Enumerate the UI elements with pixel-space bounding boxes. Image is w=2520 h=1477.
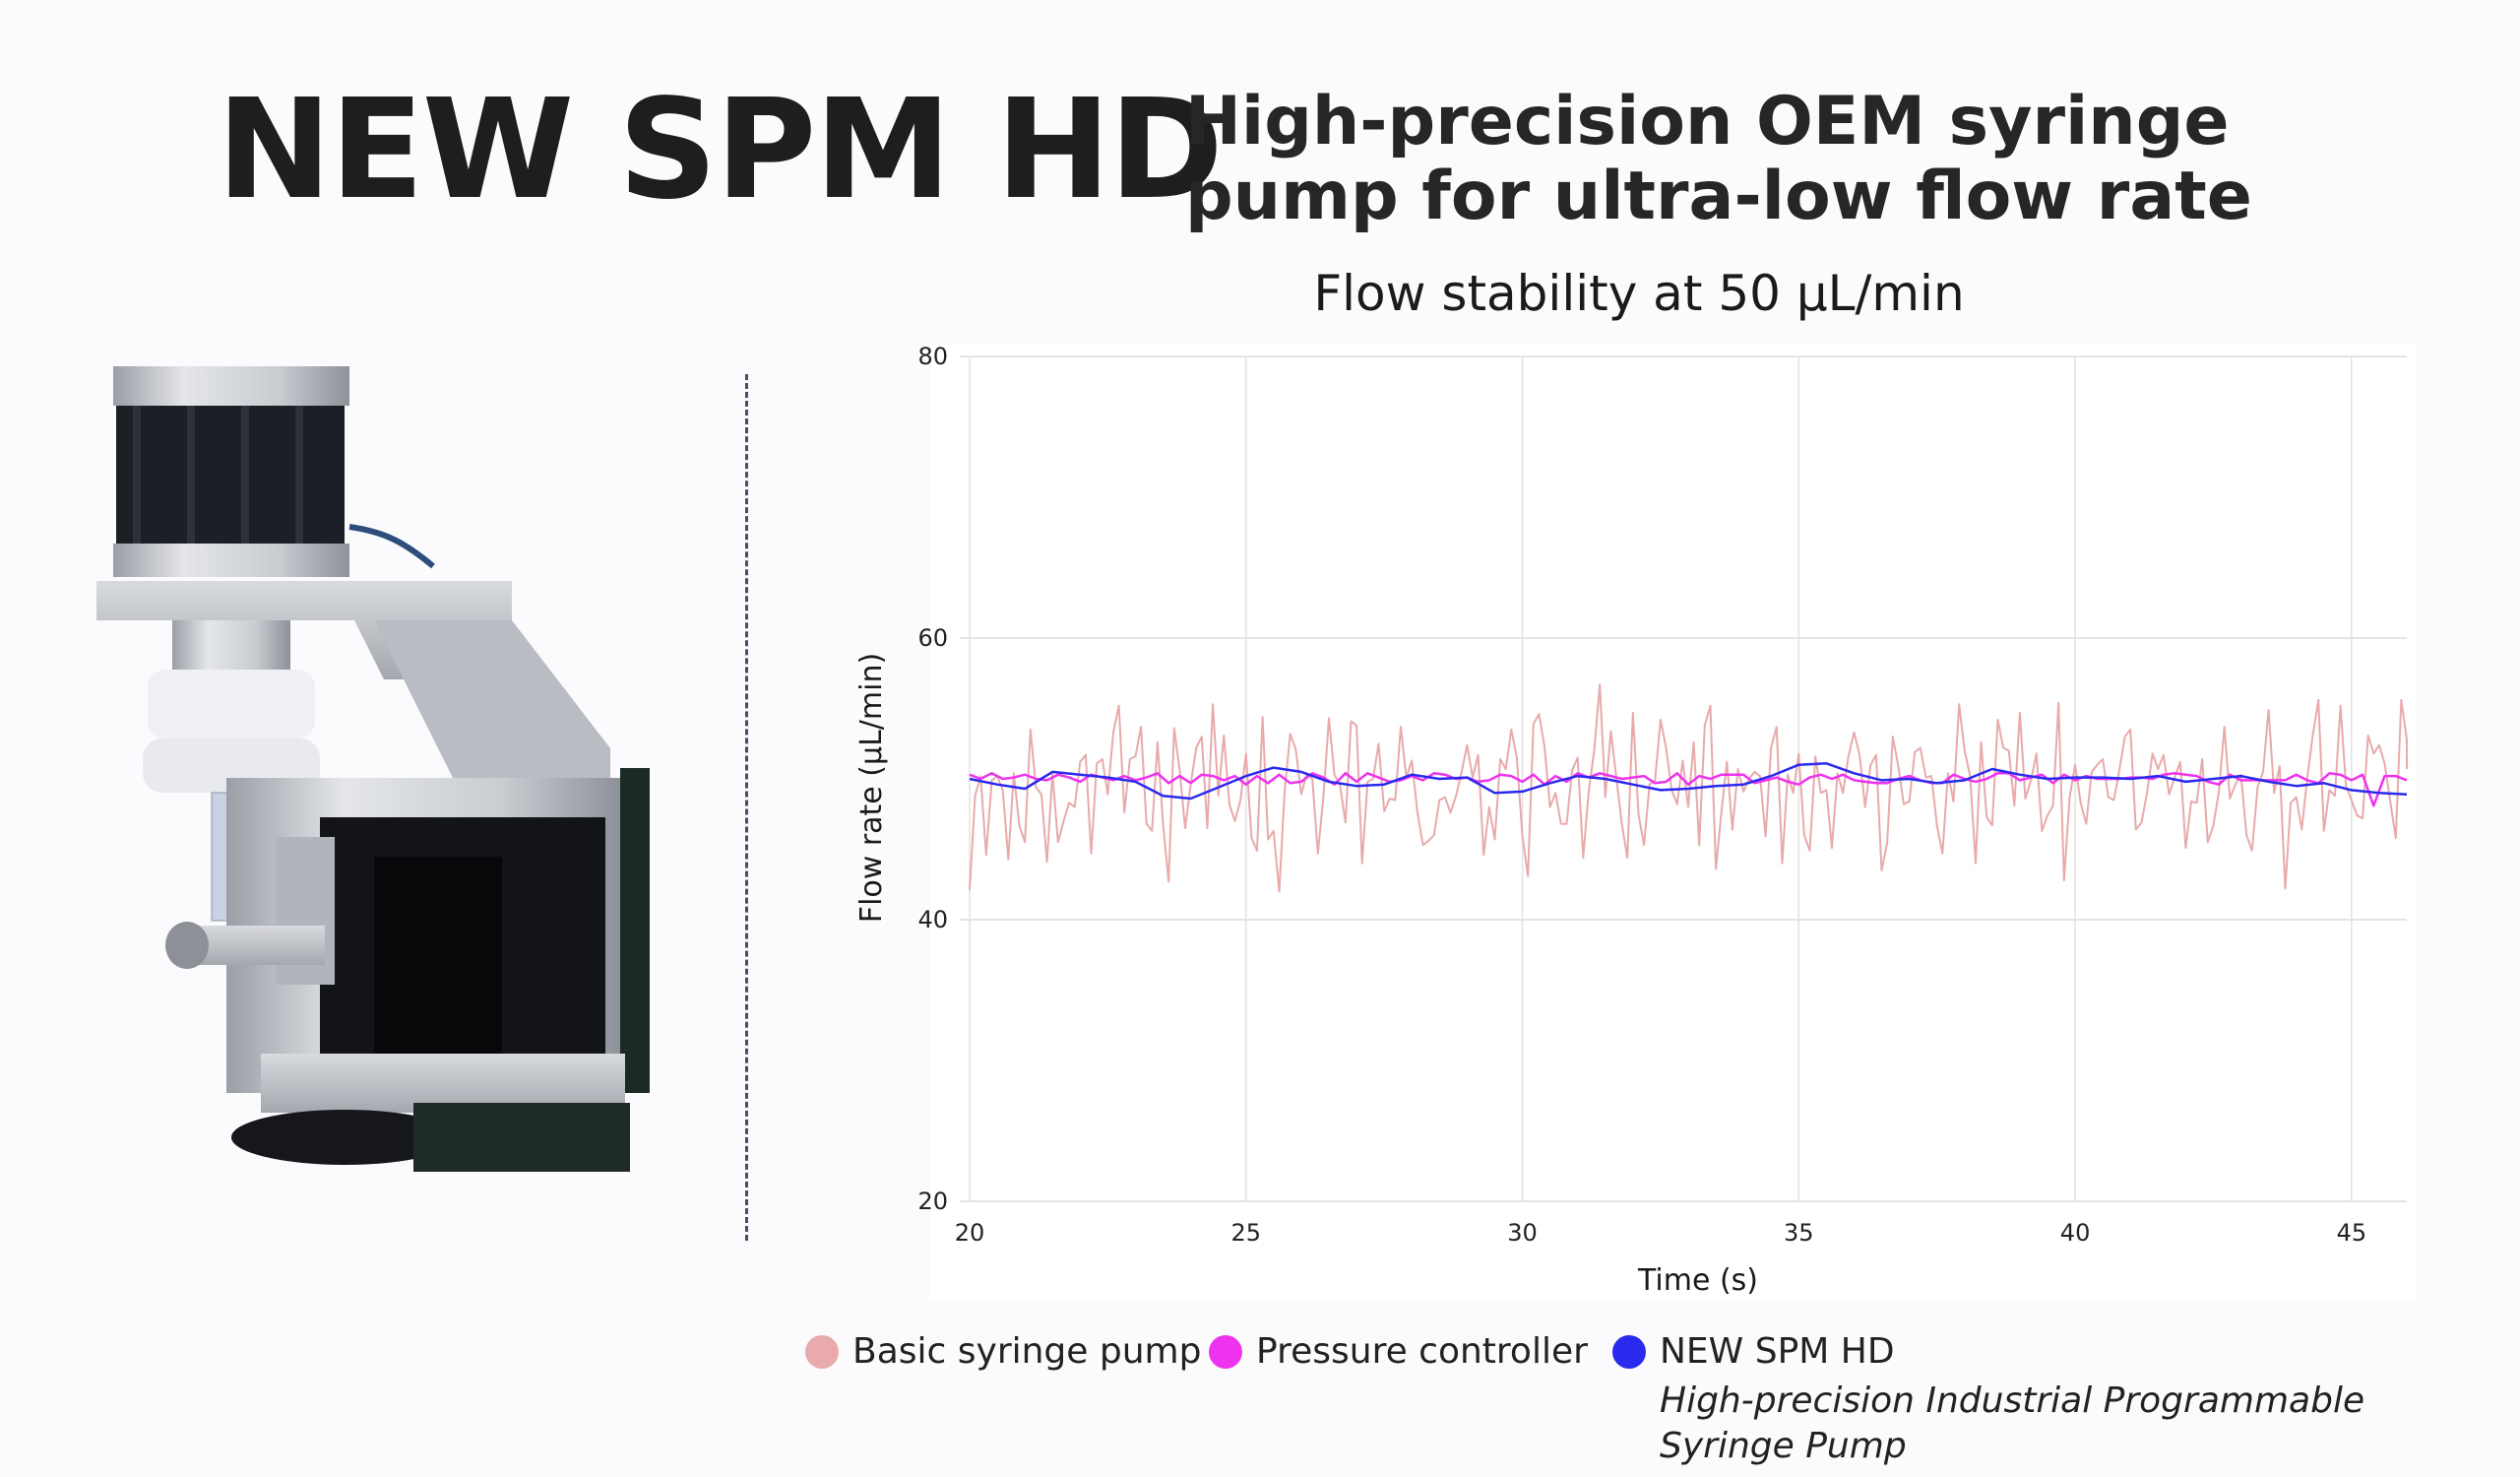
flow-stability-chart: Flow stability at 50 µL/min 20 40 60 80 20 25… <box>856 266 2431 1300</box>
legend-swatch-new-spm-hd <box>1612 1334 1646 1369</box>
legend-item-pressure-controller: Pressure controller <box>1209 1331 1588 1372</box>
legend-swatch-basic-syringe-pump <box>805 1334 839 1369</box>
x-tick-label-35: 35 <box>1784 1219 1814 1247</box>
page-subtitle: High-precision OEM syringe pump for ultr… <box>1185 85 2465 234</box>
series-line-pressure-controller <box>969 772 2408 807</box>
chart-series <box>969 683 2408 893</box>
chart-legend: Basic syringe pump Pressure controller N… <box>805 1331 2479 1469</box>
y-tick-label-80: 80 <box>917 343 948 370</box>
y-tick-label-60: 60 <box>917 624 948 652</box>
syringe-pump-product-image: 6 5 4 3 2 <box>96 366 650 1172</box>
y-tick-label-20: 20 <box>917 1188 948 1215</box>
legend-item-new-spm-hd: NEW SPM HD <box>1612 1331 1895 1372</box>
x-tick-label-25: 25 <box>1230 1219 1261 1247</box>
series-line-basic-syringe-pump <box>969 683 2408 893</box>
y-axis-label: Flow rate (µL/min) <box>856 653 889 923</box>
x-tick-label-20: 20 <box>955 1219 985 1247</box>
legend-label-pressure-controller: Pressure controller <box>1256 1331 1588 1372</box>
legend-label-basic-syringe-pump: Basic syringe pump <box>852 1331 1202 1372</box>
legend-description-new-spm-hd: High-precision Industrial Programmable S… <box>1660 1381 2365 1466</box>
section-divider <box>745 374 748 1241</box>
chart-svg: Flow stability at 50 µL/min 20 40 60 80 20 25… <box>856 266 2417 1300</box>
legend-swatch-pressure-controller <box>1209 1334 1242 1369</box>
y-tick-label-40: 40 <box>917 906 948 933</box>
x-tick-label-40: 40 <box>2060 1219 2091 1247</box>
x-axis-label: Time (s) <box>1637 1263 1758 1298</box>
legend-item-basic-syringe-pump: Basic syringe pump <box>805 1331 1201 1372</box>
page-title: NEW SPM HD <box>217 70 1224 230</box>
x-tick-label-45: 45 <box>2337 1219 2367 1247</box>
subtitle-line-1: High-precision OEM syringe <box>1185 83 2230 161</box>
chart-plot-background <box>930 345 2417 1300</box>
subtitle-line-2: pump for ultra-low flow rate <box>1185 158 2252 235</box>
chart-axis-labels: 20 40 60 80 20 25 30 35 40 45 <box>917 343 2366 1247</box>
chart-title: Flow stability at 50 µL/min <box>1313 266 1964 322</box>
x-tick-label-30: 30 <box>1507 1219 1538 1247</box>
series-line-new-spm-hd <box>969 762 2408 801</box>
legend-label-new-spm-hd: NEW SPM HD <box>1660 1331 1895 1372</box>
